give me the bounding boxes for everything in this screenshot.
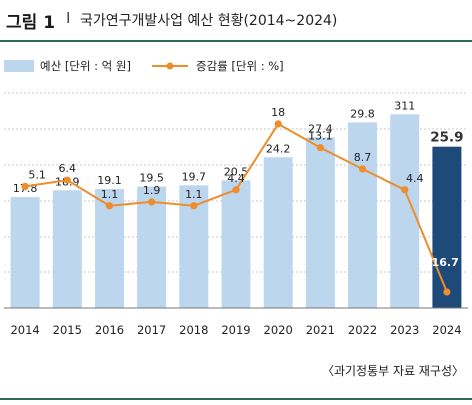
bar: [52, 190, 82, 308]
growth-value-label: 1.9: [143, 184, 161, 197]
bar-value-label: 27.4: [308, 122, 333, 135]
growth-point: [63, 176, 71, 184]
budget-chart: 17.818.919.119.519.720.524.227.429.83112…: [4, 92, 468, 337]
growth-value-label: 18: [271, 106, 285, 119]
growth-point: [274, 120, 282, 128]
growth-point: [148, 198, 156, 206]
x-tick-label: 2020: [264, 323, 293, 337]
growth-value-label: 4.4: [227, 172, 245, 185]
growth-point: [21, 182, 29, 191]
growth-point: [443, 288, 451, 296]
x-tick-label: 2014: [10, 323, 39, 337]
bar: [432, 146, 462, 308]
x-tick-label: 2024: [432, 323, 461, 337]
x-tick-label: 2017: [137, 323, 166, 337]
bar-value-label: 29.8: [350, 107, 375, 120]
x-tick-label: 2015: [53, 323, 82, 337]
bar-value-label: 19.1: [97, 174, 122, 187]
legend-line-label: 증감률 [단위 : %]: [196, 59, 284, 73]
bar-value-label: 20.5: [224, 165, 249, 178]
figure-separator: I: [66, 9, 71, 27]
growth-value-label: -16.7: [427, 256, 459, 269]
growth-point: [358, 165, 367, 173]
bar: [137, 186, 167, 308]
growth-point: [232, 186, 240, 194]
x-tick-label: 2019: [221, 323, 250, 337]
growth-value-label: 5.1: [28, 168, 46, 181]
bar-value-label: 19.7: [182, 170, 207, 183]
x-tick-label: 2018: [179, 323, 208, 337]
figure-title: 국가연구개발사업 예산 현황(2014~2024): [80, 13, 338, 29]
bottom-rule: [0, 398, 472, 400]
growth-point: [190, 202, 198, 210]
bar: [305, 137, 335, 308]
growth-point: [105, 202, 114, 210]
bar: [10, 197, 40, 308]
bar-value-label: 24.2: [266, 142, 291, 155]
growth-value-label: 4.4: [406, 172, 424, 185]
figure-header: 그림 1 I 국가연구개발사업 예산 현황(2014~2024): [0, 0, 472, 44]
growth-point: [316, 144, 324, 152]
legend-line-swatch: [152, 62, 188, 70]
growth-value-label: 1.1: [101, 188, 119, 201]
bar-value-label: 19.5: [139, 172, 164, 185]
growth-value-label: 1.1: [185, 188, 203, 201]
figure-label: 그림 1: [6, 13, 56, 33]
growth-value-label: 13.1: [308, 130, 333, 143]
x-tick-label: 2021: [306, 323, 335, 337]
x-tick-label: 2016: [95, 323, 124, 337]
source-note: 〈과기정통부 자료 재구성〉: [321, 364, 464, 378]
bar: [390, 114, 420, 308]
growth-value-label: 8.7: [354, 151, 372, 164]
x-tick-label: 2022: [348, 323, 377, 337]
x-tick-label: 2023: [390, 323, 419, 337]
bar: [221, 180, 251, 308]
growth-point: [401, 186, 409, 194]
bar-value-label: 311: [394, 99, 415, 112]
legend-bar-label: 예산 [단위 : 억 원]: [40, 59, 131, 73]
bar: [263, 157, 293, 308]
bar: [348, 122, 378, 308]
growth-value-label: 6.4: [59, 162, 77, 175]
bar-value-label: 25.9: [430, 130, 463, 146]
top-rule: [0, 40, 472, 42]
legend-bar-swatch: [4, 60, 34, 72]
